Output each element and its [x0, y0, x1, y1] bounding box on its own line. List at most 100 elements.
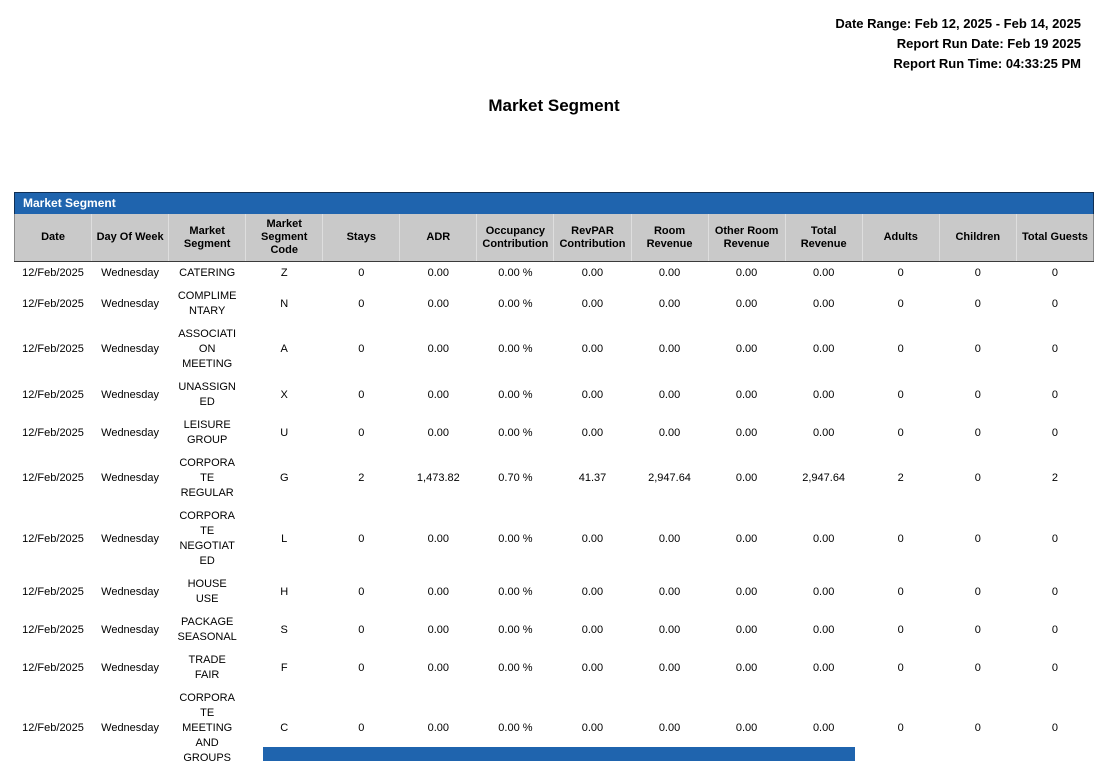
table-cell: 0 [1016, 687, 1094, 761]
column-header-day-of-week: Day Of Week [91, 214, 169, 262]
page-title: Market Segment [488, 96, 620, 115]
table-cell: 0.00 [631, 505, 709, 573]
column-header-total-revenue: Total Revenue [784, 214, 863, 262]
table-cell: 0.00 [708, 414, 786, 452]
report-run-time: Report Run Time: 04:33:25 PM [893, 56, 1081, 71]
table-cell: 0.00 % [476, 323, 554, 376]
table-cell: 0.00 % [476, 285, 554, 323]
report-run-date: Report Run Date: Feb 19 2025 [896, 36, 1081, 51]
table-cell: 0.00 [399, 376, 477, 414]
table-cell: 0.00 [399, 573, 477, 611]
table-cell: 0.00 % [476, 573, 554, 611]
table-cell: 2 [322, 452, 400, 505]
table-cell: 12/Feb/2025 [14, 505, 92, 573]
column-header-stays: Stays [322, 214, 400, 262]
table-cell: 0 [862, 414, 940, 452]
table-cell: 12/Feb/2025 [14, 261, 92, 285]
table-cell: 0.00 [785, 376, 863, 414]
table-cell: Wednesday [91, 261, 169, 285]
table-row: 12/Feb/2025 Wednesday HOUSE USE H 0 0.00 0.00 … [14, 573, 1094, 611]
table-cell: 0 [1016, 376, 1094, 414]
table-cell: 0 [939, 452, 1017, 505]
table-cell: 0.00 % [476, 261, 554, 285]
column-header-market-segment: Market Segment [168, 214, 246, 262]
table-cell: 0.00 [553, 285, 631, 323]
table-cell: 0.00 % [476, 376, 554, 414]
table-cell: 0.00 [708, 452, 786, 505]
table-cell: 0 [939, 323, 1017, 376]
table-cell: 2,947.64 [785, 452, 863, 505]
table-cell: 0 [1016, 414, 1094, 452]
table-cell: 0 [939, 376, 1017, 414]
table-cell: 0.00 [631, 376, 709, 414]
table-cell: Wednesday [91, 452, 169, 505]
table-cell: PACKAGE SEASONAL [168, 611, 246, 649]
table-cell: 0.00 [708, 261, 786, 285]
column-header-date: Date [13, 214, 92, 262]
table-cell: 12/Feb/2025 [14, 573, 92, 611]
table-cell: 0 [1016, 573, 1094, 611]
table-cell: 0.70 % [476, 452, 554, 505]
table-cell: 2,947.64 [631, 452, 709, 505]
table-cell: 0 [322, 505, 400, 573]
table-cell: 0.00 [708, 611, 786, 649]
table-cell: Z [245, 261, 323, 285]
table-cell: 0.00 [631, 261, 709, 285]
section-header-bar: Market Segment [14, 192, 1094, 214]
column-header-children: Children [938, 214, 1017, 262]
table-cell: 0.00 [631, 649, 709, 687]
column-header-other-room-revenue: Other Room Revenue [707, 214, 786, 262]
table-row: 12/Feb/2025 Wednesday PACKAGE SEASONAL S 0 0.… [14, 611, 1094, 649]
table-cell: 12/Feb/2025 [14, 323, 92, 376]
table-cell: 0 [862, 611, 940, 649]
table-cell: 0.00 % [476, 611, 554, 649]
table-cell: 0.00 [631, 573, 709, 611]
table-cell: 0 [939, 611, 1017, 649]
column-header-revpar-contribution: RevPAR Contribution [553, 214, 631, 262]
table-cell: 0 [1016, 261, 1094, 285]
table-cell: 0.00 [708, 285, 786, 323]
table-cell: S [245, 611, 323, 649]
table-cell: CORPORATE MEETING AND GROUPS [168, 687, 246, 761]
table-cell: Wednesday [91, 649, 169, 687]
table-cell: 0.00 [785, 611, 863, 649]
table-cell: 0.00 [785, 285, 863, 323]
table-cell: 0 [862, 573, 940, 611]
table-cell: 2 [1016, 452, 1094, 505]
table-cell: 0 [939, 573, 1017, 611]
table-cell: G [245, 452, 323, 505]
table-cell: A [245, 323, 323, 376]
table-cell: L [245, 505, 323, 573]
table-cell: 0.00 [785, 261, 863, 285]
market-segment-table-section: Market Segment Date Day Of Week Market S… [13, 192, 1095, 761]
table-row: 12/Feb/2025 Wednesday TRADE FAIR F 0 0.00 0.00… [14, 649, 1094, 687]
table-cell: 0 [322, 323, 400, 376]
column-header-total-guests: Total Guests [1015, 214, 1095, 262]
table-cell: 0 [1016, 323, 1094, 376]
table-cell: LEISURE GROUP [168, 414, 246, 452]
column-header-occupancy-contribution: Occupancy Contribution [476, 214, 554, 262]
table-cell: Wednesday [91, 573, 169, 611]
table-row: 12/Feb/2025 Wednesday CORPORATE REGULAR G 2 1… [14, 452, 1094, 505]
table-cell: 12/Feb/2025 [14, 376, 92, 414]
table-row: 12/Feb/2025 Wednesday CATERING Z 0 0.00 0.00 %… [14, 261, 1094, 285]
table-cell: 12/Feb/2025 [14, 285, 92, 323]
table-cell: 0.00 [708, 649, 786, 687]
table-cell: 0 [939, 285, 1017, 323]
table-cell: 0.00 [553, 376, 631, 414]
table-cell: 0.00 [399, 505, 477, 573]
table-cell: 0 [939, 649, 1017, 687]
table-cell: X [245, 376, 323, 414]
table-cell: HOUSE USE [168, 573, 246, 611]
table-cell: 0 [939, 414, 1017, 452]
table-cell: 0.00 [785, 649, 863, 687]
table-cell: 1,473.82 [399, 452, 477, 505]
table-cell: 0 [322, 376, 400, 414]
table-body: 12/Feb/2025 Wednesday CATERING Z 0 0.00 0.00 %… [14, 261, 1094, 761]
table-cell: ASSOCIATION MEETING [168, 323, 246, 376]
table-cell: U [245, 414, 323, 452]
market-segment-table: Date Day Of Week Market Segment Market S… [13, 214, 1095, 761]
table-cell: 0.00 [553, 261, 631, 285]
table-cell: 0 [322, 611, 400, 649]
table-cell: 0.00 % [476, 649, 554, 687]
